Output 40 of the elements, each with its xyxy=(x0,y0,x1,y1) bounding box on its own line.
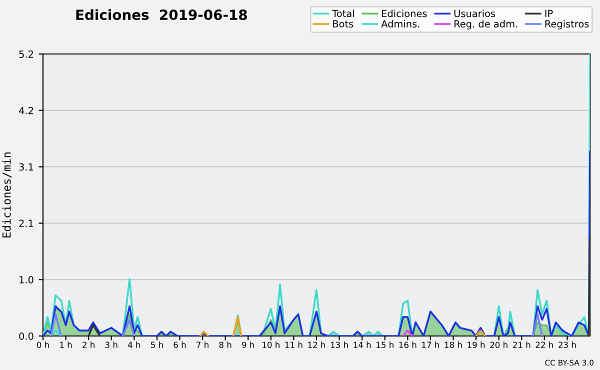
x-tick-label: 12 h xyxy=(308,342,326,348)
legend-label: Registros xyxy=(545,20,589,30)
x-tick-label: 16 h xyxy=(399,342,416,348)
x-tick-label: 6 h xyxy=(174,342,186,348)
x-tick-label: 2 h xyxy=(82,342,94,348)
x-tick-label: 17 h xyxy=(422,342,440,348)
x-tick-label: 10 h xyxy=(262,342,280,348)
x-tick-label: 8 h xyxy=(219,342,232,348)
x-tick-label: 21 h xyxy=(512,342,530,348)
legend-label: Ediciones xyxy=(382,10,427,18)
x-tick-label: 23 h xyxy=(558,342,576,348)
x-tick-label: 14 h xyxy=(354,342,371,348)
y-tick-label: 0.0 xyxy=(19,332,34,340)
x-tick-label: 4 h xyxy=(128,342,140,348)
y-tick-label: 2.1 xyxy=(19,220,34,227)
x-tick-label: 22 h xyxy=(536,342,553,348)
legend-label: Usuarios xyxy=(454,10,496,18)
x-tick-label: 20 h xyxy=(490,342,508,348)
chart-title: Ediciones 2019-06-18 xyxy=(76,9,247,20)
x-tick-label: 7 h xyxy=(196,342,208,348)
x-tick-label: 3 h xyxy=(105,342,118,348)
x-tick-label: 0 h xyxy=(36,342,49,348)
x-tick-label: 19 h xyxy=(468,342,485,348)
y-tick-label: 1.0 xyxy=(20,276,34,284)
y-tick-label: 3.1 xyxy=(19,163,34,171)
x-tick-label: 9 h xyxy=(242,342,254,348)
y-axis-title: Ediciones/min xyxy=(2,152,12,238)
legend-label: Total xyxy=(332,10,354,18)
x-tick-label: 11 h xyxy=(285,342,302,348)
x-tick-label: 13 h xyxy=(330,342,348,348)
x-tick-label: 18 h xyxy=(444,342,462,348)
legend-label: IP xyxy=(545,10,553,18)
x-tick-label: 1 h xyxy=(60,342,72,348)
legend-label: Bots xyxy=(333,20,354,28)
legend-label: Reg. de adm. xyxy=(454,20,518,30)
x-tick-label: 5 h xyxy=(150,342,163,348)
x-tick-label: 15 h xyxy=(376,342,394,348)
y-tick-label: 5.2 xyxy=(19,50,33,58)
y-tick-label: 4.2 xyxy=(18,106,33,114)
legend-label: Admins. xyxy=(381,20,420,28)
